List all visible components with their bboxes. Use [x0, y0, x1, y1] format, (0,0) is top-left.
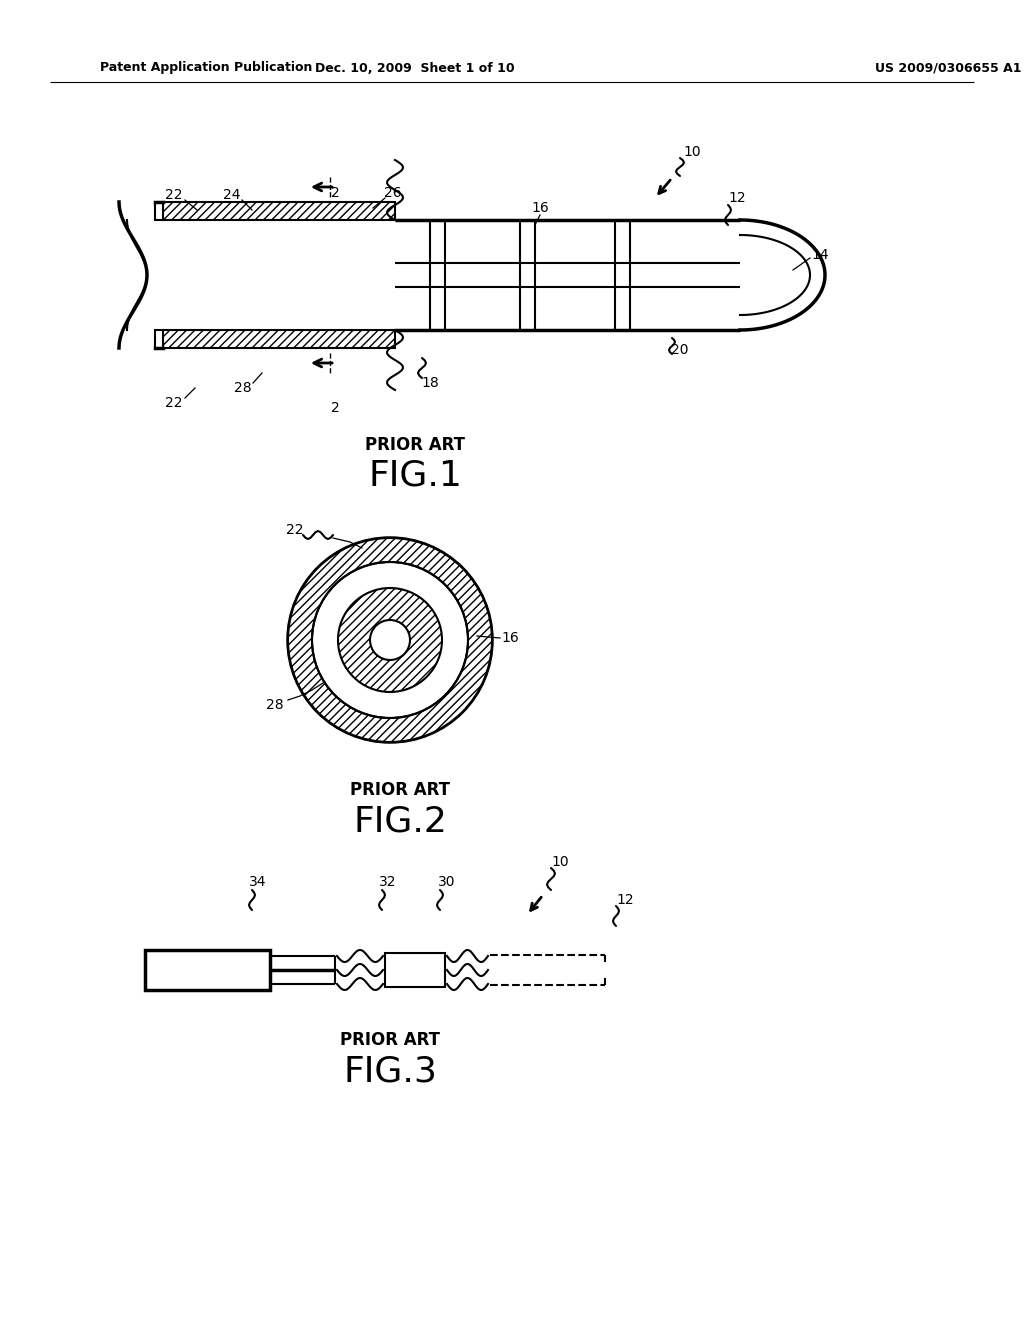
- Text: PRIOR ART: PRIOR ART: [365, 436, 465, 454]
- Text: 10: 10: [683, 145, 700, 158]
- Text: 10: 10: [551, 855, 568, 869]
- Text: 12: 12: [616, 894, 634, 907]
- Text: 22: 22: [287, 523, 304, 537]
- Text: PRIOR ART: PRIOR ART: [350, 781, 450, 799]
- Circle shape: [338, 587, 442, 692]
- Text: US 2009/0306655 A1: US 2009/0306655 A1: [874, 62, 1022, 74]
- Bar: [163, 330, 395, 348]
- Text: 16: 16: [531, 201, 549, 215]
- Bar: [163, 202, 395, 220]
- Wedge shape: [288, 539, 492, 742]
- Text: Patent Application Publication: Patent Application Publication: [100, 62, 312, 74]
- Text: 32: 32: [379, 875, 396, 888]
- Text: 30: 30: [438, 875, 456, 888]
- Text: 14: 14: [811, 248, 828, 261]
- Text: 18: 18: [421, 376, 439, 389]
- Text: 24: 24: [223, 187, 241, 202]
- Text: Dec. 10, 2009  Sheet 1 of 10: Dec. 10, 2009 Sheet 1 of 10: [315, 62, 515, 74]
- Text: FIG.2: FIG.2: [353, 805, 446, 840]
- Text: 26: 26: [384, 186, 401, 201]
- Text: 28: 28: [266, 698, 284, 711]
- Circle shape: [370, 620, 410, 660]
- Text: 2: 2: [331, 186, 339, 201]
- Text: FIG.1: FIG.1: [368, 458, 462, 492]
- Bar: [385, 953, 445, 987]
- Text: 22: 22: [165, 187, 182, 202]
- Text: 16: 16: [501, 631, 519, 645]
- Bar: [145, 950, 270, 990]
- Text: 20: 20: [672, 343, 689, 356]
- Text: 12: 12: [728, 191, 745, 205]
- Text: 2: 2: [331, 401, 339, 414]
- Text: 22: 22: [165, 396, 182, 411]
- Text: PRIOR ART: PRIOR ART: [340, 1031, 440, 1049]
- Text: 28: 28: [234, 381, 252, 395]
- Text: FIG.3: FIG.3: [343, 1055, 437, 1089]
- Text: 34: 34: [249, 875, 266, 888]
